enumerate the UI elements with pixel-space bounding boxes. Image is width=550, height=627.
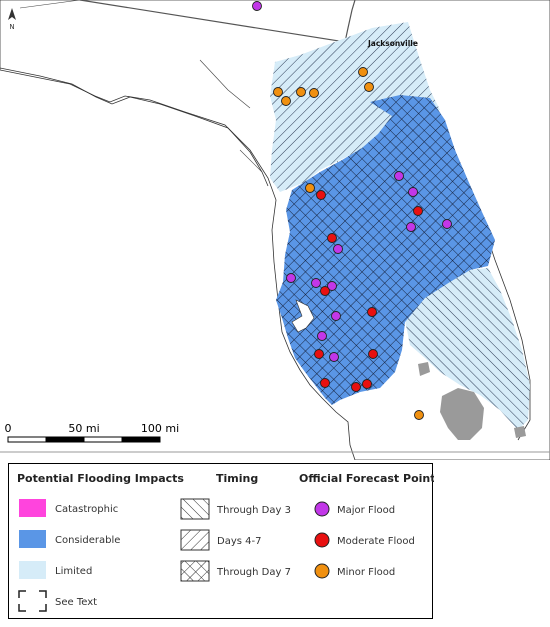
- moderate-flood-point[interactable]: [351, 382, 361, 392]
- major-flood-point[interactable]: [406, 222, 416, 232]
- label-moderate-flood: Moderate Flood: [337, 536, 415, 547]
- minor-flood-point[interactable]: [358, 67, 368, 77]
- small-lake: [514, 426, 526, 438]
- minor-flood-points[interactable]: [273, 67, 424, 420]
- state-border: [79, 0, 356, 43]
- swatch-catastrophic: [19, 499, 46, 517]
- swatch-major-flood: [314, 501, 330, 517]
- minor-flood-point[interactable]: [296, 87, 306, 97]
- north-arrow-icon: N: [8, 8, 16, 31]
- coastline-gulf: [0, 67, 269, 187]
- swatch-limited: [19, 561, 46, 579]
- legend-impacts-title: Potential Flooding Impacts: [17, 472, 184, 485]
- moderate-flood-point[interactable]: [316, 190, 326, 200]
- moderate-flood-point[interactable]: [362, 379, 372, 389]
- county-lines: [19, 0, 381, 221]
- moderate-flood-point[interactable]: [367, 307, 377, 317]
- label-through-day-3: Through Day 3: [216, 505, 291, 516]
- minor-flood-point[interactable]: [281, 96, 291, 106]
- label-limited: Limited: [55, 566, 92, 577]
- major-flood-point[interactable]: [286, 273, 296, 283]
- legend-timing-title: Timing: [216, 472, 258, 485]
- moderate-flood-point[interactable]: [320, 286, 330, 296]
- major-flood-point[interactable]: [394, 171, 404, 181]
- moderate-flood-point[interactable]: [413, 206, 423, 216]
- minor-flood-point[interactable]: [273, 87, 283, 97]
- swatch-see-text: [18, 590, 47, 612]
- legend-points-title: Official Forecast Points: [299, 472, 434, 485]
- major-flood-point[interactable]: [442, 219, 452, 229]
- scale-label-0: 0: [5, 422, 12, 435]
- swatch-moderate-flood: [314, 532, 330, 548]
- city-label-jacksonville: Jacksonville: [367, 39, 418, 48]
- major-flood-point[interactable]: [327, 281, 337, 291]
- moderate-flood-point[interactable]: [314, 349, 324, 359]
- north-label: N: [9, 23, 14, 31]
- swatch-considerable: [19, 530, 46, 548]
- swatch-through-day-3: [180, 498, 210, 520]
- major-flood-point[interactable]: [329, 352, 339, 362]
- label-minor-flood: Minor Flood: [337, 567, 395, 578]
- minor-flood-point[interactable]: [414, 410, 424, 420]
- minor-flood-point[interactable]: [309, 88, 319, 98]
- swatch-minor-flood: [314, 563, 330, 579]
- major-flood-points[interactable]: [252, 1, 452, 362]
- swatch-through-day-7: [180, 560, 210, 582]
- moderate-flood-point[interactable]: [320, 378, 330, 388]
- swatch-days-4-7: [180, 529, 210, 551]
- moderate-flood-point[interactable]: [368, 349, 378, 359]
- label-major-flood: Major Flood: [337, 505, 395, 516]
- florida-flood-map[interactable]: Jacksonville N 0 50 mi 100 mi: [0, 0, 550, 460]
- scale-label-50: 50 mi: [68, 422, 99, 435]
- label-see-text: See Text: [55, 597, 97, 608]
- minor-flood-point[interactable]: [364, 82, 374, 92]
- major-flood-point[interactable]: [331, 311, 341, 321]
- major-flood-point[interactable]: [252, 1, 262, 11]
- label-days-4-7: Days 4-7: [217, 536, 261, 547]
- label-catastrophic: Catastrophic: [55, 504, 118, 515]
- scale-bar: 0 50 mi 100 mi: [5, 422, 179, 443]
- small-lake: [418, 362, 430, 376]
- map-legend: Potential Flooding Impacts Timing Offici…: [8, 463, 434, 619]
- tampa-bay: [291, 299, 315, 333]
- major-flood-point[interactable]: [311, 278, 321, 288]
- major-flood-point[interactable]: [317, 331, 327, 341]
- label-through-day-7: Through Day 7: [216, 567, 291, 578]
- label-considerable: Considerable: [55, 535, 120, 546]
- major-flood-point[interactable]: [333, 244, 343, 254]
- minor-flood-point[interactable]: [305, 183, 315, 193]
- moderate-flood-points[interactable]: [314, 190, 423, 392]
- scale-label-100: 100 mi: [141, 422, 179, 435]
- moderate-flood-point[interactable]: [327, 233, 337, 243]
- lake-okeechobee: [440, 388, 484, 440]
- major-flood-point[interactable]: [408, 187, 418, 197]
